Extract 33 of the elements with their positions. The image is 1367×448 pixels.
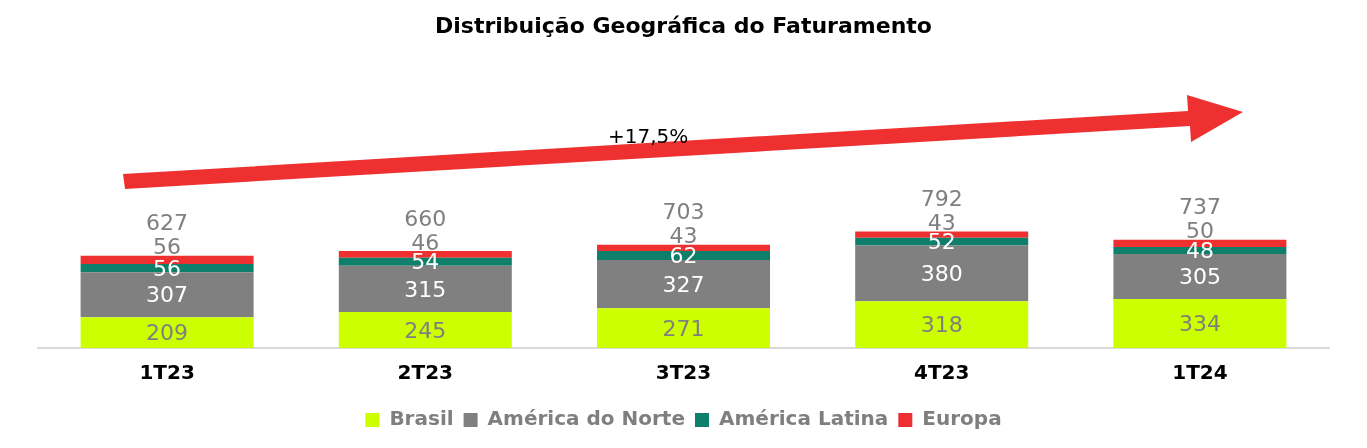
data-label: 327 xyxy=(662,271,705,297)
x-tick-label: 4T23 xyxy=(914,360,970,385)
data-label: 56 xyxy=(153,234,182,260)
bar xyxy=(1113,298,1287,348)
bar xyxy=(338,311,512,348)
bar xyxy=(80,317,254,348)
x-tick-label: 1T23 xyxy=(139,360,195,385)
total-label: 703 xyxy=(662,199,705,225)
data-label: 318 xyxy=(920,312,963,338)
data-label: 271 xyxy=(662,315,705,341)
legend-label: Brasil xyxy=(389,406,454,431)
legend-label: América do Norte xyxy=(487,406,685,431)
data-label: 245 xyxy=(404,317,447,343)
data-label: 315 xyxy=(404,276,447,302)
bar xyxy=(855,301,1029,348)
total-label: 627 xyxy=(146,210,189,236)
legend-label: Europa xyxy=(922,406,1002,431)
total-label: 792 xyxy=(920,186,963,212)
data-label: 334 xyxy=(1178,311,1221,337)
data-label: 62 xyxy=(669,243,698,269)
data-label: 209 xyxy=(146,320,189,346)
total-label: 660 xyxy=(404,205,447,231)
legend-label: América Latina xyxy=(719,406,889,431)
x-tick-label: 1T24 xyxy=(1172,360,1228,385)
text: +17,5% xyxy=(608,124,689,148)
total-label: 737 xyxy=(1178,194,1221,220)
x-tick-label: 2T23 xyxy=(397,360,453,385)
data-label: 380 xyxy=(920,261,963,287)
chart-title: Distribuição Geográfica do Faturamento xyxy=(435,12,932,38)
data-label: 305 xyxy=(1178,264,1221,290)
data-label: 307 xyxy=(146,282,189,308)
x-tick-label: 3T23 xyxy=(655,360,712,385)
bar xyxy=(597,308,770,348)
